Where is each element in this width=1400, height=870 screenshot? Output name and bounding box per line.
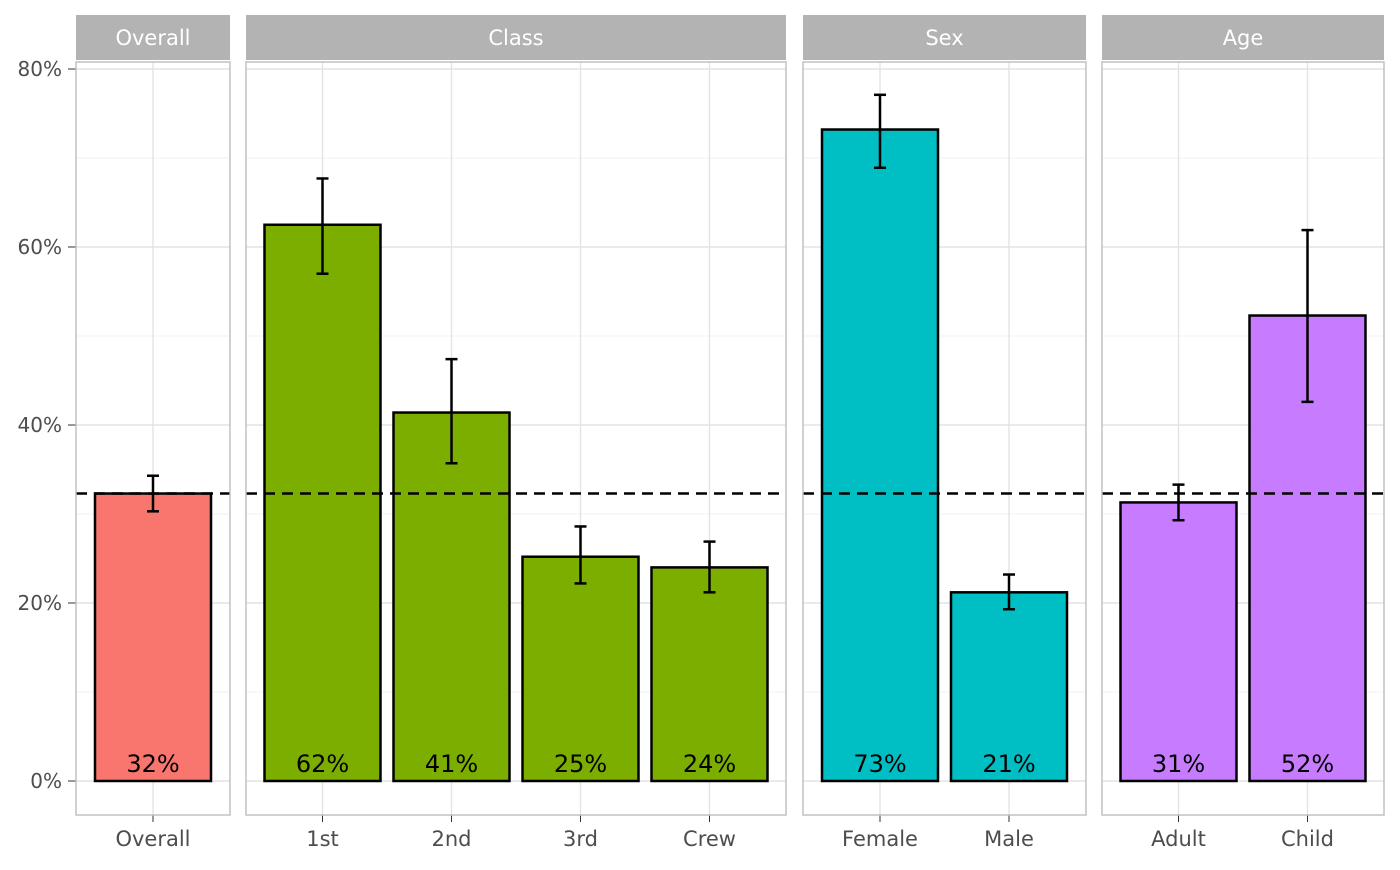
- panel-border: [75, 61, 231, 816]
- data-label: 32%: [126, 750, 179, 778]
- data-label: 25%: [554, 750, 607, 778]
- facet-strip-label: Age: [1223, 26, 1264, 50]
- data-label: 62%: [296, 750, 349, 778]
- bar: [820, 128, 940, 783]
- panel-border: [245, 61, 787, 816]
- facet-strip: [1102, 15, 1384, 60]
- y-tick-label: 0%: [30, 769, 62, 793]
- bar: [263, 223, 382, 783]
- data-label: 31%: [1152, 750, 1205, 778]
- bar: [93, 492, 213, 783]
- y-tick-label: 80%: [18, 57, 62, 81]
- x-tick-label: Female: [842, 827, 918, 851]
- y-tick-label: 60%: [18, 235, 62, 259]
- x-tick-label: Child: [1281, 827, 1334, 851]
- bar: [949, 591, 1069, 783]
- x-tick-label: 3rd: [563, 827, 598, 851]
- facet-strip: [76, 15, 230, 60]
- x-tick-label: Overall: [115, 827, 190, 851]
- facet-strip: [246, 15, 786, 60]
- facet-strip: [803, 15, 1086, 60]
- data-label: 24%: [683, 750, 736, 778]
- x-tick-label: 2nd: [431, 827, 471, 851]
- facet-strip-label: Class: [488, 26, 543, 50]
- data-label: 41%: [425, 750, 478, 778]
- data-label: 52%: [1281, 750, 1334, 778]
- facet-strip-label: Overall: [115, 26, 190, 50]
- bar: [521, 555, 640, 783]
- x-tick-label: 1st: [306, 827, 339, 851]
- x-tick-label: Adult: [1151, 827, 1206, 851]
- bar: [650, 566, 769, 783]
- bar: [392, 411, 511, 783]
- y-tick-label: 20%: [18, 591, 62, 615]
- x-tick-label: Crew: [683, 827, 736, 851]
- facet-strip-label: Sex: [925, 26, 963, 50]
- data-label: 73%: [853, 750, 906, 778]
- panel-border: [1101, 61, 1385, 816]
- bar: [1119, 501, 1238, 783]
- panel-border: [802, 61, 1087, 816]
- y-tick-label: 40%: [18, 413, 62, 437]
- data-label: 21%: [982, 750, 1035, 778]
- x-tick-label: Male: [984, 827, 1034, 851]
